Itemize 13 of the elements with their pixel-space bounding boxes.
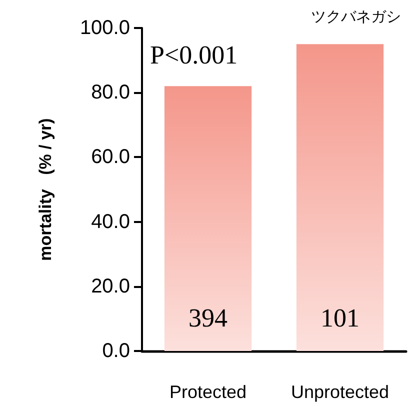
y-tick-label: 100.0 [80,17,130,39]
x-tick-label: Unprotected [290,382,390,402]
y-tick-label: 0.0 [102,340,130,362]
x-tick-label: Protected [169,382,247,402]
chart-title: ツクバネガシ [311,8,401,26]
y-tick-label: 40.0 [91,210,130,233]
annotation: 101 [320,304,360,332]
y-axis-title: mortality (% / yr) [36,118,55,261]
annotation: P<0.001 [150,40,238,70]
y-tick-label: 20.0 [91,275,130,298]
y-tick-label: 60.0 [91,146,130,168]
annotation: 394 [188,304,228,332]
y-tick-label: 80.0 [91,82,130,104]
